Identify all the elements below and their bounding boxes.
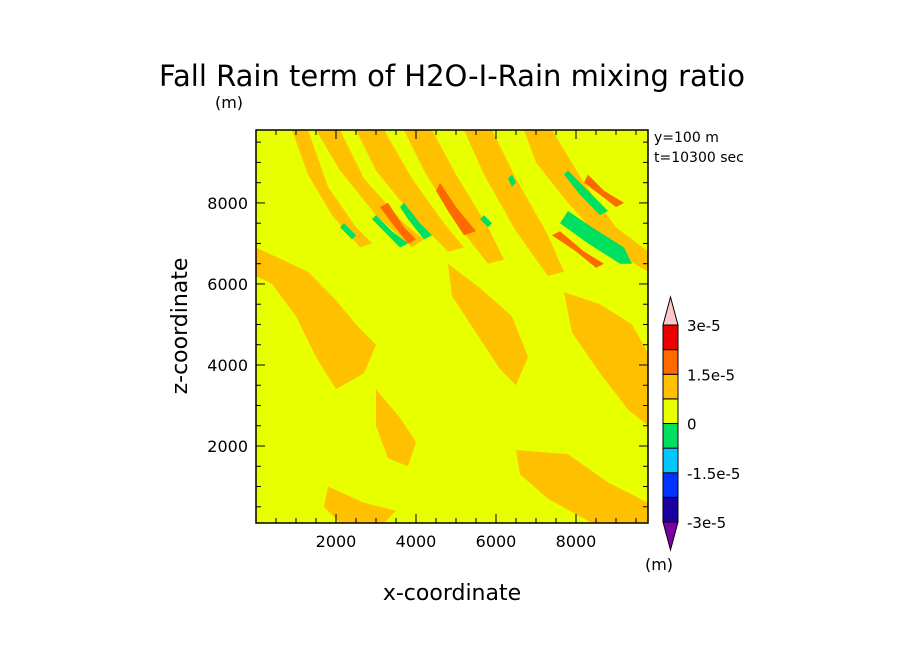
x-tick-label: 8000 <box>556 532 597 551</box>
y-tick-label: 4000 <box>207 356 248 375</box>
contour-region-low_positive <box>256 247 376 390</box>
colorbar-box <box>662 496 679 523</box>
colorbar-tick-label: -3e-5 <box>687 514 726 532</box>
colorbar-tick-label: 1.5e-5 <box>687 366 735 384</box>
contour-region-low_positive <box>292 130 372 248</box>
minor-ticks <box>256 130 648 523</box>
colorbar-box <box>662 373 679 400</box>
contour-regions <box>256 130 648 523</box>
contour-region-low_positive <box>324 486 396 523</box>
contour-region-low_negative <box>564 170 608 216</box>
x-axis-label: x-coordinate <box>383 581 521 606</box>
y-tick-label: 6000 <box>207 275 248 294</box>
x-tick-label: 4000 <box>396 532 437 551</box>
contour-region-low_positive <box>524 130 648 272</box>
colorbar-tick-label: 0 <box>687 416 697 434</box>
contour-region-mid_positive <box>584 174 624 207</box>
colorbar-box <box>662 423 679 449</box>
y-tick-label: 8000 <box>207 194 248 213</box>
chart-title: Fall Rain term of H2O-I-Rain mixing rati… <box>159 59 745 93</box>
colorbar-box <box>662 472 679 498</box>
contour-region-low_negative <box>508 174 516 187</box>
contour-region-mid_positive <box>436 182 476 236</box>
colorbar-tick-label: -1.5e-5 <box>687 465 740 483</box>
contour-region-low_positive <box>448 263 528 386</box>
contour-region-mid_positive <box>552 231 604 268</box>
colorbar-unit: (m) <box>645 555 673 574</box>
annotation-t: t=10300 sec <box>654 150 744 166</box>
colorbar-tick-label: 3e-5 <box>687 317 721 335</box>
contour-region-low_positive <box>404 130 504 264</box>
contour-region-low_negative <box>480 215 492 228</box>
x-tick-label: 2000 <box>316 532 357 551</box>
colorbar-box <box>662 349 679 375</box>
annotation-block: y=100 m t=10300 sec <box>654 130 744 166</box>
colorbar-bottom-arrow <box>662 521 679 552</box>
contour-region-low_positive <box>356 130 464 252</box>
colorbar-box <box>662 324 679 351</box>
y-tick-label: 2000 <box>207 437 248 456</box>
contour-region-low_positive <box>464 130 564 276</box>
colorbar: -3e-5 -1.5e-5 0 1.5e-5 3e-5 <box>662 295 740 552</box>
plot-frame <box>255 129 649 524</box>
x-tick-label: 6000 <box>476 532 517 551</box>
x-axis: 2000 4000 6000 8000 <box>316 532 597 551</box>
contour-region-low_positive <box>516 450 648 523</box>
plot-area <box>255 129 649 524</box>
contour-region-low_negative <box>400 202 432 240</box>
y-axis: 2000 4000 6000 8000 <box>207 194 248 456</box>
contour-region-mid_positive <box>380 202 416 244</box>
colorbar-box <box>662 447 679 474</box>
y-axis-label: z-coordinate <box>168 258 193 395</box>
colorbar-box <box>662 398 679 424</box>
contour-region-low_negative <box>340 223 356 240</box>
title-unit: (m) <box>215 93 243 112</box>
contour-region-low_negative <box>372 215 408 248</box>
colorbar-top-arrow <box>662 295 679 326</box>
annotation-y: y=100 m <box>654 130 719 146</box>
contour-region-low_positive <box>376 389 416 467</box>
contour-region-low_positive <box>564 292 648 426</box>
contour-region-low_negative <box>560 211 632 264</box>
